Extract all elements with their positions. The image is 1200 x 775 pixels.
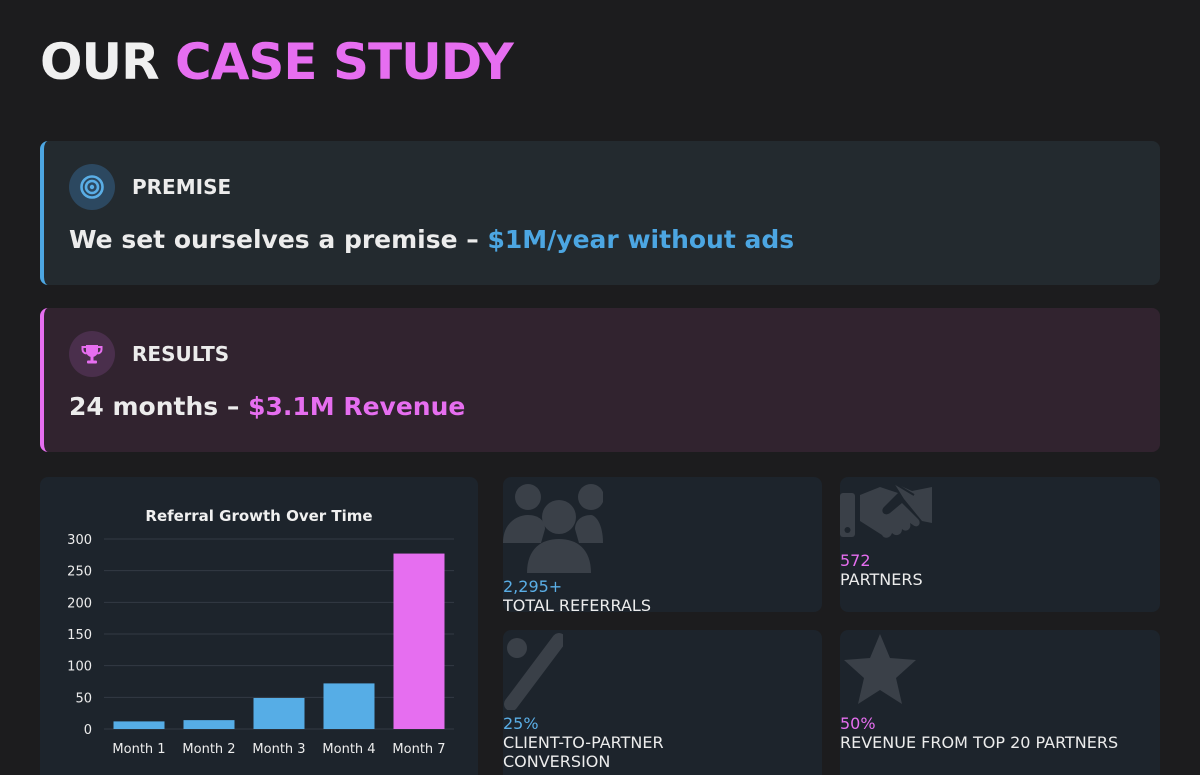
premise-text-main: We set ourselves a premise – xyxy=(69,225,488,254)
premise-text: We set ourselves a premise – $1M/year wi… xyxy=(69,225,794,254)
premise-label: PREMISE xyxy=(132,175,232,199)
target-icon xyxy=(69,164,115,210)
stat-value-total-referrals: 2,295+ xyxy=(503,577,563,596)
stat-card-conversion: 25% CLIENT-TO-PARTNER CONVERSION xyxy=(503,630,822,775)
bar-month-2 xyxy=(183,720,235,729)
results-text: 24 months – $3.1M Revenue xyxy=(69,392,465,421)
stat-label-conversion-line2: CONVERSION xyxy=(503,752,611,771)
stat-value-conversion: 25% xyxy=(503,714,539,733)
stat-card-total-referrals: 2,295+ TOTAL REFERRALS xyxy=(503,477,822,612)
x-tick-label: Month 7 xyxy=(392,742,445,757)
stat-value-top-partners: 50% xyxy=(840,714,876,733)
y-tick-label: 200 xyxy=(67,596,92,611)
stat-card-partners: 572 PARTNERS xyxy=(840,477,1160,612)
y-tick-label: 50 xyxy=(75,691,92,706)
bar-month-1 xyxy=(113,721,165,729)
stat-card-top-partners: 50% REVENUE FROM TOP 20 PARTNERS xyxy=(840,630,1160,775)
x-tick-label: Month 2 xyxy=(182,742,235,757)
page-title: OUR CASE STUDY xyxy=(40,30,514,94)
y-tick-label: 100 xyxy=(67,660,92,675)
referral-chart-panel: Referral Growth Over Time 0 50 100 150 200 25… xyxy=(40,477,478,775)
stat-label-total-referrals: TOTAL REFERRALS xyxy=(503,596,651,612)
results-card: RESULTS 24 months – $3.1M Revenue xyxy=(40,308,1160,452)
premise-highlight: $1M/year without ads xyxy=(487,225,795,254)
referral-growth-chart: 0 50 100 150 200 250 300 Month 1 Month 2 Month 3 M… xyxy=(67,533,454,757)
page-title-word1: OUR xyxy=(40,33,160,91)
handshake-icon xyxy=(840,482,932,538)
chart-title: Referral Growth Over Time xyxy=(145,507,373,525)
premise-card: PREMISE We set ourselves a premise – $1M… xyxy=(40,141,1160,285)
x-tick-label: Month 1 xyxy=(112,742,165,757)
page-title-word2: CASE STUDY xyxy=(175,33,514,91)
trophy-icon xyxy=(69,331,115,377)
star-icon xyxy=(844,634,916,704)
y-tick-label: 0 xyxy=(84,723,92,738)
y-tick-label: 250 xyxy=(67,565,92,580)
stat-value-partners: 572 xyxy=(840,551,871,570)
bar-month-7 xyxy=(393,553,445,729)
stat-label-top-partners: REVENUE FROM TOP 20 PARTNERS xyxy=(840,733,1119,752)
premise-header: PREMISE xyxy=(69,164,231,210)
x-tick-label: Month 3 xyxy=(252,742,305,757)
results-text-main: 24 months – xyxy=(69,392,249,421)
y-tick-label: 300 xyxy=(67,533,92,548)
results-label: RESULTS xyxy=(132,342,230,366)
y-tick-label: 150 xyxy=(67,628,92,643)
bar-month-3 xyxy=(253,697,305,729)
stat-label-conversion: CLIENT-TO-PARTNER CONVERSION xyxy=(503,733,822,771)
results-header: RESULTS xyxy=(69,331,229,377)
stat-label-partners: PARTNERS xyxy=(840,570,923,589)
percent-icon xyxy=(504,633,566,711)
x-tick-label: Month 4 xyxy=(322,742,375,757)
results-highlight: $3.1M Revenue xyxy=(248,392,466,421)
stat-label-conversion-line1: CLIENT-TO-PARTNER xyxy=(503,733,664,752)
bar-month-4 xyxy=(323,683,375,729)
users-icon xyxy=(503,484,604,573)
